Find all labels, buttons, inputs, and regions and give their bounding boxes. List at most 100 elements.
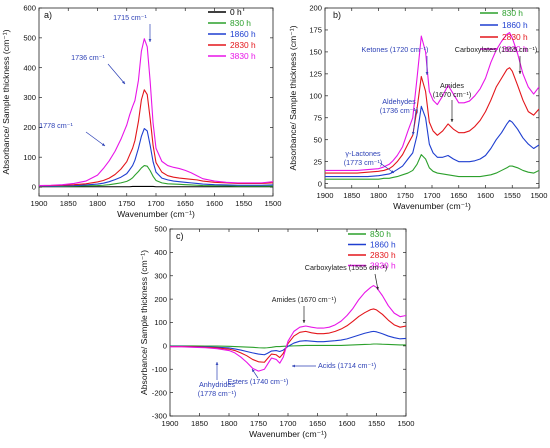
legend-label: 830 h	[502, 8, 523, 18]
annotation-label: 1778 cm⁻¹	[39, 121, 73, 130]
x-tick-label: 1600	[206, 199, 223, 208]
legend-label: 1860 h	[370, 240, 396, 250]
x-tick-label: 1500	[265, 199, 282, 208]
x-tick-label: 1600	[339, 419, 356, 428]
x-tick-label: 1550	[235, 199, 252, 208]
x-tick-label: 1700	[424, 191, 441, 200]
x-tick-label: 1650	[177, 199, 194, 208]
x-tick-label: 1600	[477, 191, 494, 200]
x-tick-label: 1800	[89, 199, 106, 208]
annotation-arrowhead	[411, 131, 415, 135]
y-axis-title: Absorbance/ Sample thickness (cm⁻¹)	[288, 25, 298, 170]
annotation-label: Amides (1670 cm⁻¹)	[272, 295, 337, 304]
chart-panel-3: 1900 1850 1800 1750 1700 1650 1600 1550 1500 -300…	[139, 225, 414, 439]
series-line-830-h	[325, 154, 539, 180]
legend-label: 3830 h	[502, 44, 528, 54]
x-tick-label: 1550	[368, 419, 385, 428]
y-tick-label: -200	[152, 388, 167, 397]
y-tick-label: 200	[309, 4, 322, 13]
annotation-label: 1715 cm⁻¹	[113, 13, 147, 22]
series-group	[170, 285, 406, 372]
annotation-arrow	[412, 108, 417, 136]
y-tick-label: -100	[152, 365, 167, 374]
legend-label: 3830 h	[230, 51, 256, 61]
x-tick-label: 1700	[280, 419, 297, 428]
y-tick-label: 0	[163, 342, 167, 351]
y-tick-label: 100	[309, 92, 322, 101]
legend-label: 2830 h	[370, 250, 396, 260]
series-line-2830-h	[325, 67, 539, 174]
x-tick-label: 1750	[250, 419, 267, 428]
annotation-arrowhead	[450, 119, 454, 122]
x-tick-label: 1900	[162, 419, 179, 428]
x-tick-label: 1850	[60, 199, 77, 208]
annotation-label: Anhydrides	[199, 380, 235, 389]
series-line-3830-h	[39, 38, 273, 187]
panel-label: a)	[44, 10, 52, 20]
series-line-2830-h	[39, 89, 273, 187]
x-tick-label: 1500	[398, 419, 415, 428]
x-tick-label: 1700	[148, 199, 165, 208]
annotation-arrowhead	[148, 39, 152, 42]
series-line-830-h	[39, 165, 273, 187]
y-tick-label: 0	[32, 183, 36, 192]
annotation-arrowhead	[122, 80, 125, 84]
y-tick-label: 500	[154, 225, 167, 234]
y-tick-label: 300	[23, 93, 36, 102]
x-axis-title: Wavenumber (cm⁻¹)	[393, 201, 471, 211]
annotation-label: γ-Lactones	[345, 149, 381, 158]
series-line-3830-h	[325, 32, 539, 171]
y-tick-label: 175	[309, 26, 322, 35]
y-tick-label: 100	[154, 318, 167, 327]
x-tick-label: 1650	[309, 419, 326, 428]
x-tick-label: 1750	[397, 191, 414, 200]
series-line-1860-h	[39, 128, 273, 187]
x-tick-label: 1550	[504, 191, 521, 200]
y-tick-label: 75	[314, 113, 322, 122]
legend-label: 830 h	[230, 18, 251, 28]
annotation-arrowhead	[518, 71, 522, 74]
panel-label: b)	[333, 10, 341, 20]
annotation-arrowhead	[292, 364, 295, 368]
annotation-label: Aldehydes	[382, 97, 416, 106]
x-tick-label: 1650	[450, 191, 467, 200]
annotation-label: Carboxylates (1555 cm⁻¹)	[305, 263, 387, 272]
x-tick-label: 1850	[343, 191, 360, 200]
y-tick-label: 150	[309, 48, 322, 57]
series-line-1860-h	[325, 105, 539, 178]
series-line-2830-h	[170, 308, 406, 363]
x-tick-label: 1750	[118, 199, 135, 208]
x-tick-label: 1800	[221, 419, 238, 428]
y-tick-label: 200	[154, 295, 167, 304]
annotation-arrowhead	[101, 143, 105, 146]
y-tick-label: 25	[314, 157, 322, 166]
chart-panel-1: 1900 1850 1800 1750 1700 1650 1600 1550 1500 0 100…	[1, 4, 281, 219]
x-tick-label: 1900	[317, 191, 334, 200]
y-tick-label: 600	[23, 4, 36, 13]
annotation-label: (1773 cm⁻¹)	[344, 158, 383, 167]
series-group	[325, 32, 539, 180]
annotation-arrowhead	[376, 286, 379, 290]
annotation-label: Carboxylates (1555 cm⁻¹)	[455, 45, 537, 54]
x-axis-title: Wavenumber (cm⁻¹)	[249, 429, 327, 439]
legend-label: 2830 h	[230, 40, 256, 50]
y-axis-title: Absorbance/ Sample thickness (cm⁻¹)	[1, 29, 11, 174]
annotation-label: Amides	[440, 81, 464, 90]
annotation-arrowhead	[302, 320, 306, 323]
series-line-1860-h	[170, 330, 406, 356]
annotation-arrowhead	[425, 72, 429, 75]
legend-label: 3830 h	[370, 261, 396, 271]
legend-label: 2830 h	[502, 32, 528, 42]
y-tick-label: 500	[23, 34, 36, 43]
annotation-label: 1736 cm⁻¹	[71, 53, 105, 62]
annotation-label: Ketones (1720 cm⁻¹)	[362, 45, 429, 54]
y-tick-label: 100	[23, 153, 36, 162]
y-tick-label: 300	[154, 271, 167, 280]
chart-panel-2: 1900 1850 1800 1750 1700 1650 1600 1550 1500 0 25 5…	[288, 4, 547, 211]
annotation-arrowhead	[390, 170, 394, 173]
legend-label: 1860 h	[502, 20, 528, 30]
legend-label: 830 h	[370, 229, 391, 239]
x-tick-label: 1900	[31, 199, 48, 208]
y-tick-label: -300	[152, 412, 167, 421]
